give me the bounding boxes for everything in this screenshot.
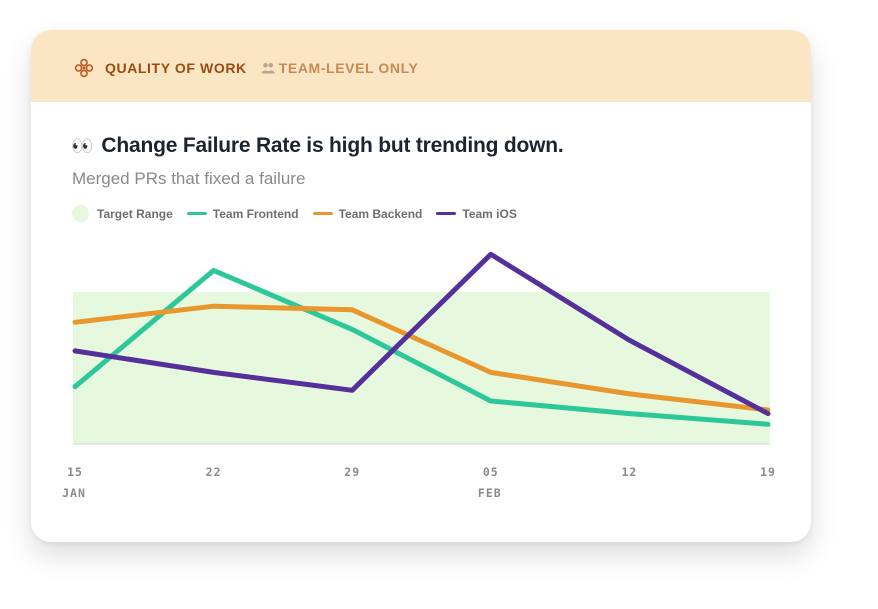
chart-subtitle: Merged PRs that fixed a failure — [72, 169, 306, 188]
eyes-emoji: 👀 — [71, 136, 94, 156]
x-tick-label: 22 — [206, 465, 222, 479]
x-tick-label: 15 — [67, 465, 83, 479]
legend-item-target-range: Target Range — [72, 205, 173, 222]
x-tick-sublabel: FEB — [478, 486, 502, 500]
section-label: QUALITY OF WORK — [105, 60, 247, 76]
legend-item-backend: Team Backend — [312, 206, 423, 221]
series-line-team-frontend — [72, 267, 771, 427]
legend-label: Team Frontend — [212, 206, 299, 221]
backend-swatch — [312, 212, 333, 215]
legend-label: Team iOS — [462, 206, 517, 221]
x-tick-label: 29 — [344, 465, 360, 479]
x-tick-label: 05 — [483, 465, 499, 479]
scope-label: TEAM-LEVEL ONLY — [278, 60, 419, 76]
frontend-swatch — [186, 212, 207, 215]
category-banner: QUALITY OF WORK TEAM-LEVEL ONLY — [31, 30, 811, 102]
x-tick-label: 12 — [621, 465, 637, 479]
legend-label: Team Backend — [338, 206, 423, 221]
legend-item-ios: Team iOS — [436, 206, 517, 221]
ios-swatch — [436, 212, 457, 215]
legend-label: Target Range — [97, 206, 173, 221]
card: QUALITY OF WORK TEAM-LEVEL ONLY 👀 Change… — [31, 30, 811, 542]
series-line-team-backend — [72, 303, 771, 413]
series-line-team-ios — [72, 251, 771, 417]
x-tick-label: 19 — [760, 465, 776, 479]
legend: Target Range Team Frontend Team Backend … — [72, 205, 531, 222]
target-range-swatch — [72, 205, 89, 222]
line-chart: 15 JAN 22 29 05 FEB 12 19 — [62, 251, 776, 500]
people-icon — [261, 62, 275, 74]
flower-icon — [74, 58, 94, 78]
x-tick-sublabel: JAN — [62, 486, 86, 500]
legend-item-frontend: Team Frontend — [186, 206, 299, 221]
scope-badge: TEAM-LEVEL ONLY — [261, 60, 419, 76]
chart-title: Change Failure Rate is high but trending… — [101, 134, 564, 157]
headline: 👀 Change Failure Rate is high but trendi… — [71, 134, 564, 158]
banner-row: QUALITY OF WORK TEAM-LEVEL ONLY — [74, 58, 418, 78]
